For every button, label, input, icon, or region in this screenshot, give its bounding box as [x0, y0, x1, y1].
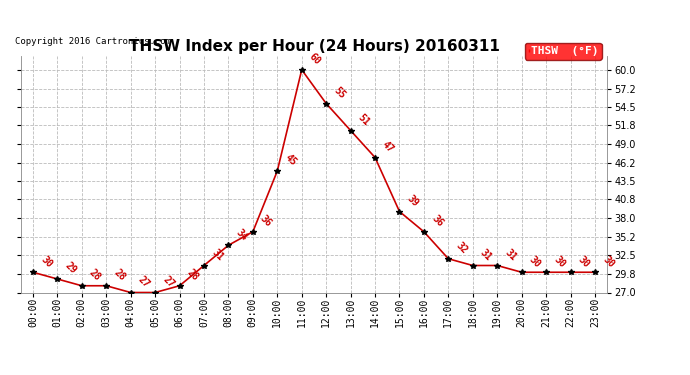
Text: 47: 47: [381, 140, 396, 155]
Text: 34: 34: [234, 227, 249, 243]
Text: 31: 31: [210, 248, 225, 263]
Text: 31: 31: [503, 248, 518, 263]
Text: 30: 30: [576, 254, 591, 270]
Text: 36: 36: [429, 214, 445, 229]
Text: 39: 39: [405, 194, 420, 209]
Text: 28: 28: [185, 268, 201, 283]
Text: 30: 30: [527, 254, 542, 270]
Text: 30: 30: [552, 254, 567, 270]
Text: 28: 28: [112, 268, 127, 283]
Text: Copyright 2016 Cartronics.com: Copyright 2016 Cartronics.com: [15, 38, 170, 46]
Text: 32: 32: [454, 241, 469, 256]
Text: 30: 30: [600, 254, 616, 270]
Text: 36: 36: [259, 214, 274, 229]
Text: 30: 30: [39, 254, 54, 270]
Text: 31: 31: [478, 248, 494, 263]
Title: THSW Index per Hour (24 Hours) 20160311: THSW Index per Hour (24 Hours) 20160311: [128, 39, 500, 54]
Text: 28: 28: [88, 268, 103, 283]
Text: 60: 60: [307, 52, 323, 67]
Text: 27: 27: [161, 274, 176, 290]
Text: 51: 51: [356, 112, 371, 128]
Text: 55: 55: [332, 86, 347, 101]
Legend: THSW  (°F): THSW (°F): [525, 43, 602, 60]
Text: 45: 45: [283, 153, 298, 168]
Text: 29: 29: [63, 261, 78, 276]
Text: 27: 27: [136, 274, 152, 290]
